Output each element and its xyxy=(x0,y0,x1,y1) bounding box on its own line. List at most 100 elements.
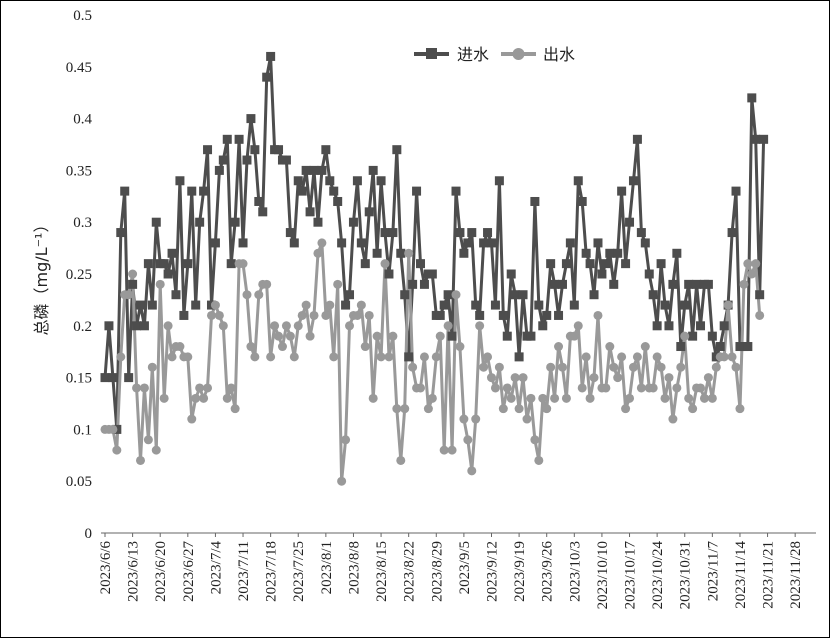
outlet-point xyxy=(554,342,564,352)
outlet-point xyxy=(751,259,761,269)
intake-point xyxy=(731,186,741,196)
outlet-point xyxy=(431,352,441,362)
outlet-point xyxy=(518,373,528,383)
outlet-point xyxy=(167,352,177,362)
outlet-point xyxy=(301,300,311,310)
intake-point xyxy=(396,248,406,258)
intake-point xyxy=(554,310,564,320)
outlet-point xyxy=(317,238,327,248)
outlet-point xyxy=(664,373,674,383)
intake-point xyxy=(408,279,418,289)
outlet-point xyxy=(676,362,686,372)
intake-point xyxy=(589,290,599,300)
outlet-point xyxy=(270,321,280,331)
outlet-point xyxy=(731,362,741,372)
x-tick-label: 2023/9/26 xyxy=(540,541,556,602)
intake-point xyxy=(727,228,737,238)
outlet-point xyxy=(455,342,465,352)
intake-point xyxy=(147,300,157,310)
intake-point xyxy=(368,165,378,175)
intake-point xyxy=(459,248,469,258)
intake-point xyxy=(230,217,240,227)
outlet-point xyxy=(711,362,721,372)
intake-point xyxy=(486,238,496,248)
outlet-point xyxy=(191,393,201,403)
outlet-point xyxy=(613,373,623,383)
intake-point xyxy=(479,238,489,248)
outlet-point xyxy=(589,373,599,383)
outlet-point xyxy=(617,352,627,362)
intake-point xyxy=(676,342,686,352)
intake-point xyxy=(281,155,291,165)
intake-point xyxy=(309,165,319,175)
intake-point xyxy=(672,248,682,258)
outlet-point xyxy=(238,259,248,269)
outlet-point xyxy=(206,310,216,320)
intake-point xyxy=(467,228,477,238)
intake-point xyxy=(601,259,611,269)
intake-point xyxy=(561,259,571,269)
intake-point xyxy=(530,196,540,206)
intake-point xyxy=(325,176,335,186)
intake-point xyxy=(132,321,142,331)
intake-point xyxy=(151,217,161,227)
intake-point xyxy=(628,176,638,186)
intake-point xyxy=(124,373,134,383)
intake-point xyxy=(743,342,753,352)
intake-point xyxy=(593,238,603,248)
outlet-point xyxy=(108,424,118,434)
intake-point xyxy=(684,279,694,289)
x-tick-label: 2023/7/18 xyxy=(264,541,280,602)
legend-outlet-label: 出水 xyxy=(543,45,575,64)
intake-point xyxy=(345,290,355,300)
intake-point xyxy=(660,300,670,310)
intake-point xyxy=(751,134,761,144)
outlet-point xyxy=(735,404,745,414)
x-tick-label: 2023/7/11 xyxy=(236,541,252,601)
outlet-point xyxy=(423,404,433,414)
x-tick-label: 2023/9/12 xyxy=(484,541,500,602)
intake-point xyxy=(116,228,126,238)
intake-point xyxy=(163,269,173,279)
outlet-point xyxy=(368,393,378,403)
outlet-point xyxy=(447,445,457,455)
intake-point xyxy=(542,310,552,320)
outlet-point xyxy=(573,321,583,331)
intake-point xyxy=(715,342,725,352)
intake-point xyxy=(577,196,587,206)
outlet-point xyxy=(483,352,493,362)
intake-point xyxy=(143,259,153,269)
outlet-point xyxy=(356,300,366,310)
outlet-point xyxy=(159,393,169,403)
y-tick-label: 0.45 xyxy=(66,60,92,76)
intake-point xyxy=(191,300,201,310)
outlet-point xyxy=(408,362,418,372)
outlet-point xyxy=(210,300,220,310)
outlet-point xyxy=(277,342,287,352)
intake-point xyxy=(400,290,410,300)
y-tick-label: 0.15 xyxy=(66,371,92,387)
intake-point xyxy=(463,238,473,248)
outlet-point xyxy=(163,321,173,331)
intake-point xyxy=(329,186,339,196)
outlet-point xyxy=(419,352,429,362)
outlet-point xyxy=(151,445,161,455)
intake-point xyxy=(297,186,307,196)
intake-point xyxy=(534,300,544,310)
intake-point xyxy=(692,279,702,289)
x-tick-label: 2023/8/8 xyxy=(346,541,362,594)
intake-point xyxy=(341,300,351,310)
intake-point xyxy=(376,176,386,186)
outlet-point xyxy=(593,310,603,320)
outlet-point xyxy=(475,321,485,331)
intake-point xyxy=(356,238,366,248)
outlet-point xyxy=(345,321,355,331)
intake-point xyxy=(688,331,698,341)
x-tick-label: 2023/10/31 xyxy=(678,541,694,609)
intake-point xyxy=(514,352,524,362)
intake-point xyxy=(625,217,635,227)
outlet-point xyxy=(699,393,709,403)
intake-point xyxy=(755,290,765,300)
intake-point xyxy=(707,331,717,341)
intake-point xyxy=(703,279,713,289)
